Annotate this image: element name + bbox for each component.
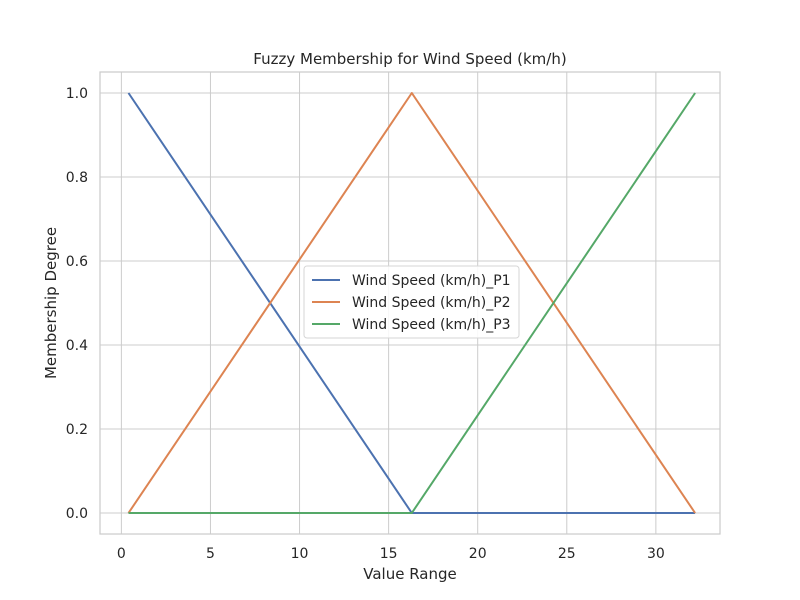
y-tick-label: 0.0 xyxy=(66,506,88,522)
x-tick-label: 15 xyxy=(380,546,398,562)
x-tick-label: 5 xyxy=(206,546,215,562)
y-tick-label: 0.6 xyxy=(66,254,88,270)
legend: Wind Speed (km/h)_P1 Wind Speed (km/h)_P2… xyxy=(303,265,520,339)
legend-box xyxy=(303,265,520,339)
series-line-p2 xyxy=(127,92,696,514)
chart-title: Fuzzy Membership for Wind Speed (km/h) xyxy=(253,50,566,68)
y-axis-label: Membership Degree xyxy=(42,227,60,379)
y-tick-label: 0.4 xyxy=(66,338,88,354)
y-tick-label: 0.2 xyxy=(66,422,88,438)
y-tick-label: 0.8 xyxy=(66,170,88,186)
plot-frame xyxy=(99,71,721,535)
x-tick-label: 0 xyxy=(117,546,126,562)
ticks: 0 5 10 15 20 25 30 0.0 0.2 0.4 0.6 0.8 1.0 xyxy=(66,86,665,562)
x-tick-label: 20 xyxy=(469,546,487,562)
series-line-p3 xyxy=(128,92,696,514)
x-tick-label: 25 xyxy=(558,546,576,562)
x-tick-label: 10 xyxy=(291,546,309,562)
y-tick-label: 1.0 xyxy=(66,86,88,102)
series-group xyxy=(127,92,696,514)
legend-entry-label: Wind Speed (km/h)_P3 xyxy=(352,317,511,333)
x-tick-label: 30 xyxy=(647,546,665,562)
legend-entry-label: Wind Speed (km/h)_P1 xyxy=(352,273,511,289)
x-axis-label: Value Range xyxy=(363,565,457,583)
legend-entry-label: Wind Speed (km/h)_P2 xyxy=(352,295,511,311)
